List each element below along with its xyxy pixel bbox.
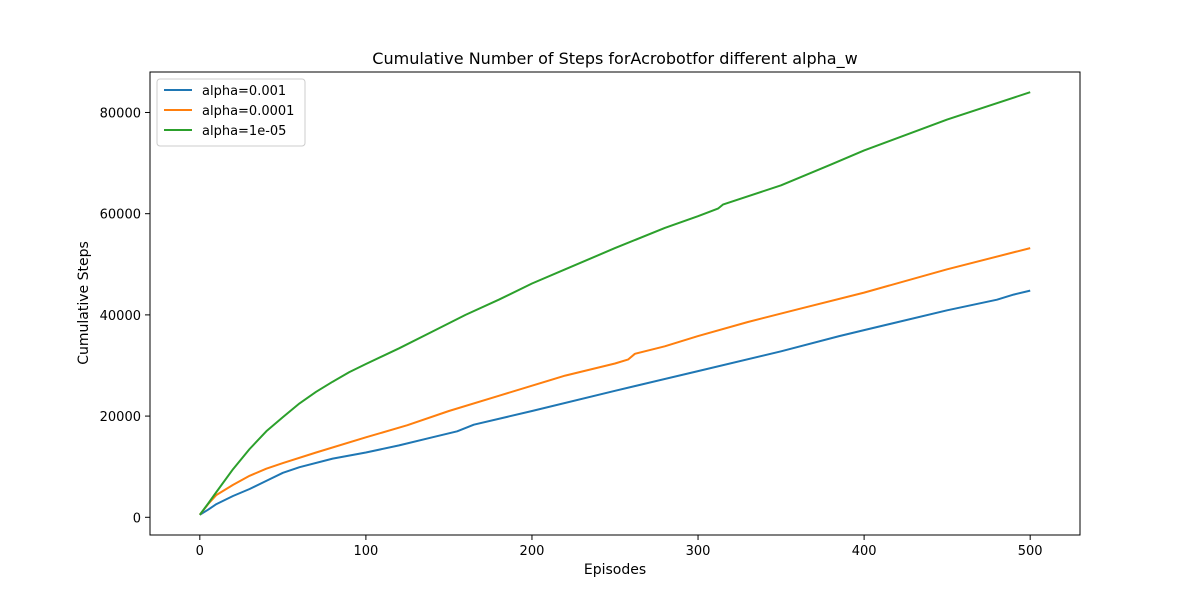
legend-box (156, 78, 306, 147)
series-line-1 (199, 247, 1031, 516)
plot-frame (149, 71, 1081, 536)
x-tick-label: 500 (1018, 544, 1043, 559)
legend-label-0: alpha=0.001 (202, 84, 286, 99)
series-line-0 (199, 289, 1031, 516)
x-tick-label: 400 (852, 544, 877, 559)
series-line-2 (198, 91, 1031, 516)
y-tick-label: 20000 (100, 410, 141, 425)
y-axis-label: Cumulative Steps (76, 241, 92, 365)
y-tick-label: 80000 (100, 106, 141, 121)
chart-title: Cumulative Number of Steps forAcrobotfor… (372, 49, 857, 69)
y-tick-label: 60000 (100, 208, 141, 223)
x-axis-ticks: 0 100 200 300 400 500 (196, 535, 1043, 559)
legend-label-1: alpha=0.0001 (202, 104, 294, 119)
x-axis-label: Episodes (584, 562, 646, 578)
x-tick-label: 0 (196, 544, 204, 559)
y-tick-label: 40000 (100, 309, 141, 324)
legend-label-2: alpha=1e-05 (202, 124, 286, 139)
x-tick-label: 300 (686, 544, 711, 559)
y-axis-ticks: 0 20000 40000 60000 80000 (100, 106, 150, 526)
legend: alpha=0.001 alpha=0.0001 alpha=1e-05 (156, 78, 306, 147)
y-tick-label: 0 (133, 511, 141, 526)
x-tick-label: 200 (520, 544, 545, 559)
series-lines (198, 91, 1031, 516)
x-tick-label: 100 (353, 544, 378, 559)
